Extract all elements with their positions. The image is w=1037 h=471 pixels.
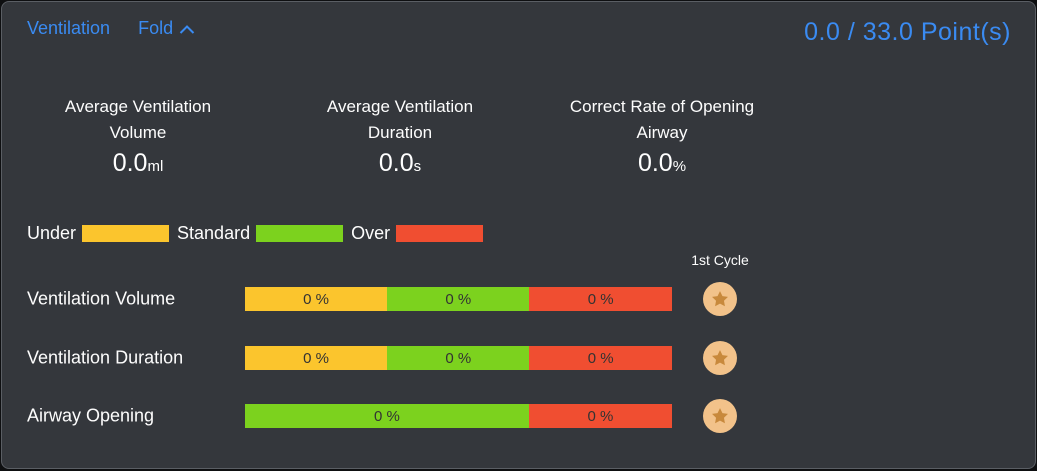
stat-correct-rate-opening-airway: Correct Rate of Opening Airway 0.0% (531, 94, 793, 178)
bar-segment-under: 0 % (245, 287, 388, 311)
row-label: Ventilation Volume (27, 288, 176, 309)
stat-unit: ml (147, 158, 164, 175)
legend-swatch-over (396, 225, 484, 242)
legend-label-standard: Standard (177, 223, 251, 243)
cycle-star-badge (703, 341, 737, 375)
fold-toggle[interactable]: Fold (138, 18, 195, 39)
star-icon (710, 406, 730, 426)
panel-header: Ventilation Fold 0.0 / 33.0 Point(s) (27, 18, 1011, 47)
stat-average-ventilation-volume: Average Ventilation Volume 0.0ml (7, 94, 269, 178)
legend-label-over: Over (351, 223, 391, 243)
stats-row: Average Ventilation Volume 0.0ml Average… (7, 94, 793, 178)
bar-segment-over: 0 % (529, 346, 672, 370)
cycle-star-badge (703, 399, 737, 433)
stat-label-line2: Volume (109, 123, 167, 142)
cycle-column-header: 1st Cycle (691, 252, 749, 268)
bar-segment-over: 0 % (529, 287, 672, 311)
legend-label-under: Under (27, 223, 77, 243)
star-icon (710, 348, 730, 368)
stat-label-line1: Average Ventilation (326, 97, 474, 116)
stat-unit: % (672, 158, 687, 175)
bar-segment-standard: 0 % (387, 287, 530, 311)
stat-average-ventilation-duration: Average Ventilation Duration 0.0s (269, 94, 531, 178)
fold-label: Fold (138, 18, 174, 38)
row-label: Airway Opening (27, 405, 155, 426)
bar-row-airway-opening: Airway Opening 0 % 0 % (2, 399, 1035, 433)
bar-segment-under: 0 % (245, 346, 388, 370)
bar-row-ventilation-volume: Ventilation Volume 0 % 0 % 0 % (2, 282, 1035, 316)
bar-segment-standard: 0 % (387, 346, 530, 370)
stat-unit: s (413, 158, 422, 175)
stat-label-line2: Duration (367, 123, 433, 142)
stacked-bar: 0 % 0 % 0 % (245, 287, 672, 311)
bar-row-ventilation-duration: Ventilation Duration 0 % 0 % 0 % (2, 341, 1035, 375)
stat-value: 0.0% (637, 149, 687, 177)
stat-label-line1: Average Ventilation (64, 97, 212, 116)
stat-label-line1: Correct Rate of Opening (569, 97, 755, 116)
stacked-bar: 0 % 0 % (245, 404, 672, 428)
row-label: Ventilation Duration (27, 347, 184, 368)
star-icon (710, 289, 730, 309)
legend-swatch-under (82, 225, 170, 242)
stat-value: 0.0s (378, 149, 422, 177)
legend: Under Standard Over (27, 223, 491, 244)
stat-label-line2: Airway (636, 123, 688, 142)
panel-title: Ventilation (27, 18, 111, 38)
bar-segment-standard: 0 % (245, 404, 529, 428)
chevron-up-icon (179, 23, 195, 34)
stat-value: 0.0ml (112, 149, 164, 177)
bar-segment-over: 0 % (528, 404, 672, 428)
legend-swatch-standard (256, 225, 344, 242)
score-display: 0.0 / 33.0 Point(s) (804, 18, 1011, 46)
cycle-star-badge (703, 282, 737, 316)
stacked-bar: 0 % 0 % 0 % (245, 346, 672, 370)
